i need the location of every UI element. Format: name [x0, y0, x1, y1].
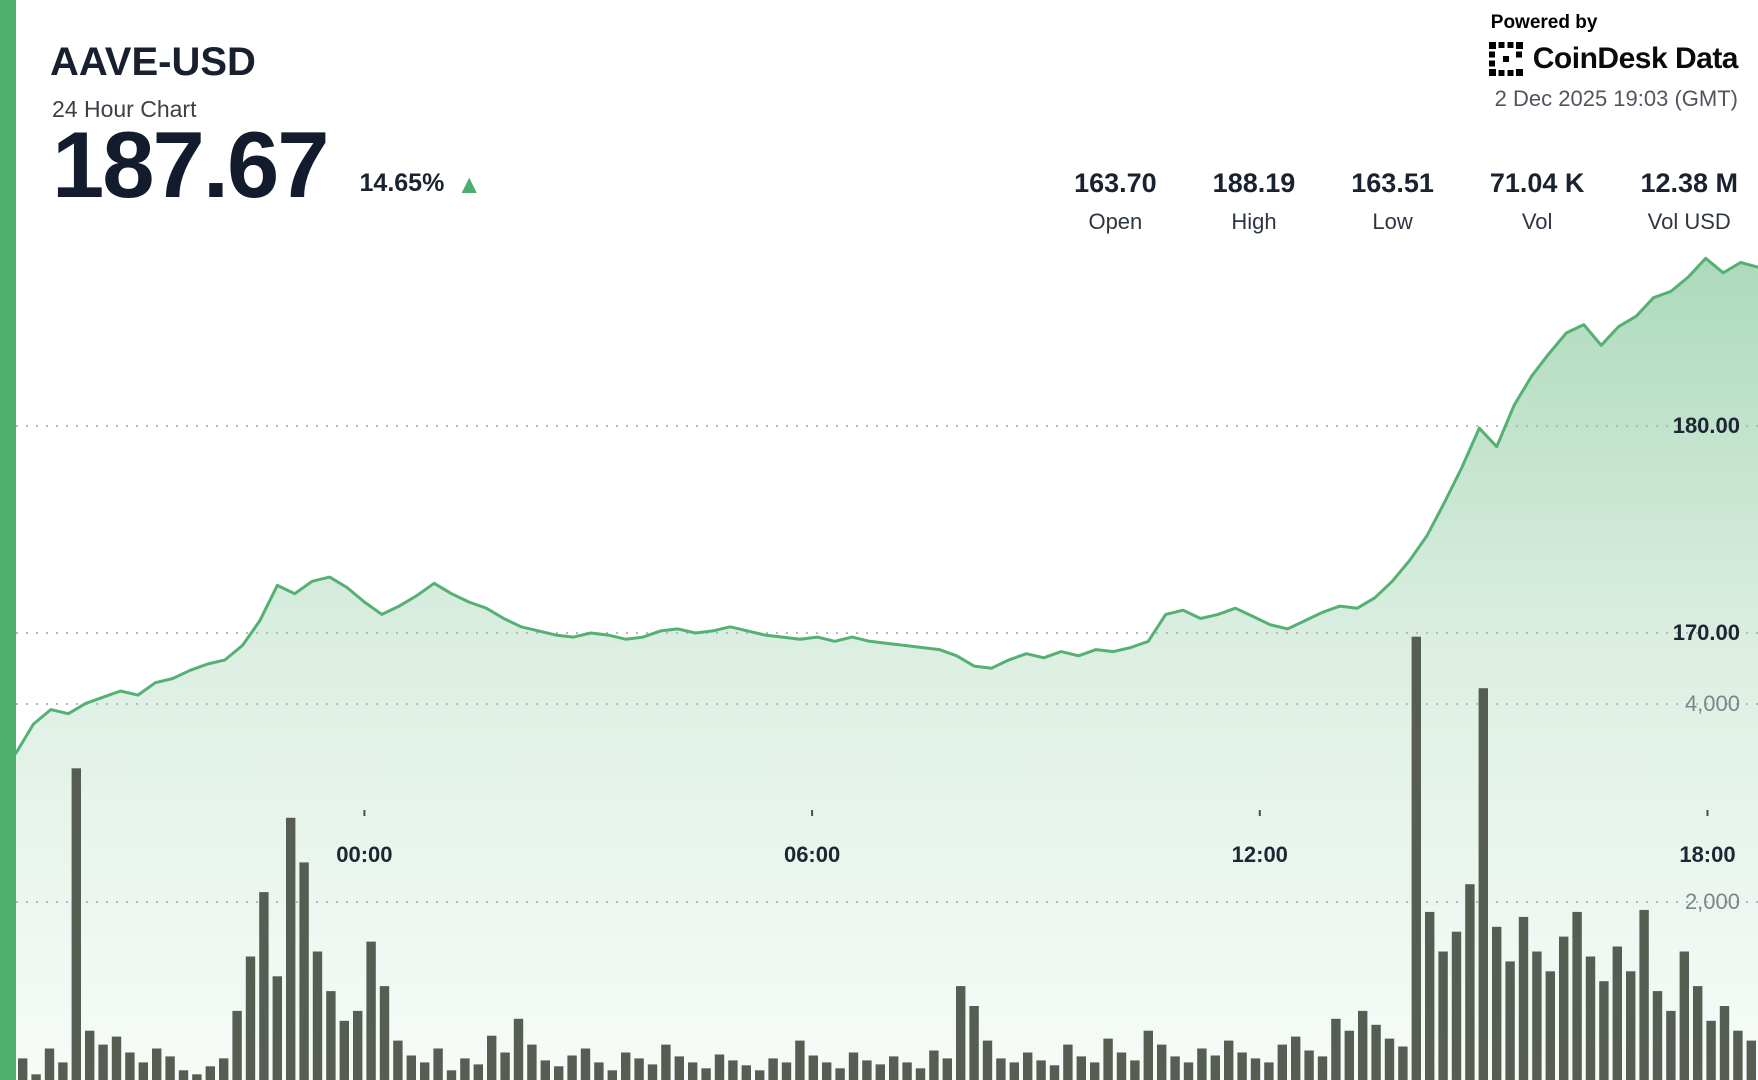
y-axis-label-180: 180.00	[1672, 413, 1740, 438]
stat-vol-usd-label: Vol USD	[1647, 209, 1731, 234]
stat-high: 188.19 High	[1213, 168, 1296, 235]
provider-block: Powered by CoinDesk Data	[1488, 12, 1739, 112]
timestamp: 2 Dec 2025 19:03 (GMT)	[1494, 86, 1738, 111]
change-percent: 14.65%	[359, 169, 445, 197]
stat-vol-usd-value: 12.38 M	[1640, 168, 1738, 198]
stat-vol-usd: 12.38 M Vol USD	[1640, 168, 1738, 235]
chart-subtitle: 24 Hour Chart	[52, 96, 197, 122]
powered-by-label: Powered by	[1490, 12, 1598, 33]
x-axis-label-1800: 18:00	[1679, 842, 1736, 867]
stat-vol-value: 71.04 K	[1489, 168, 1585, 198]
stat-low-value: 163.51	[1351, 168, 1434, 198]
x-axis-label-0000: 00:00	[336, 842, 393, 867]
volume-axis-label-4000: 4,000	[1684, 691, 1740, 716]
stats-row: 163.70 Open 188.19 High 163.51 Low 71.04…	[1074, 168, 1738, 235]
stat-low-label: Low	[1372, 209, 1413, 234]
coindesk-logo: CoinDesk Data	[1488, 42, 1739, 76]
stat-vol: 71.04 K Vol	[1490, 168, 1585, 235]
stat-high-label: High	[1231, 209, 1277, 234]
x-axis-label-1200: 12:00	[1231, 842, 1288, 867]
symbol-title: AAVE-USD	[50, 40, 256, 84]
current-price: 187.67	[52, 112, 330, 217]
volume-axis-label-2000: 2,000	[1684, 889, 1740, 914]
stat-vol-label: Vol	[1521, 209, 1553, 234]
up-triangle-icon: ▲	[456, 169, 483, 199]
stat-open: 163.70 Open	[1074, 168, 1157, 235]
stat-open-value: 163.70	[1074, 168, 1157, 198]
coindesk-logo-icon	[1488, 42, 1523, 76]
x-axis-label-0600: 06:00	[783, 842, 841, 867]
left-accent-bar	[0, 0, 16, 1080]
coindesk-logo-text: CoinDesk Data	[1532, 42, 1739, 75]
price-row: 187.67 14.65% ▲	[52, 118, 482, 212]
stat-high-value: 188.19	[1212, 168, 1296, 198]
stat-open-label: Open	[1088, 209, 1143, 234]
stat-low: 163.51 Low	[1351, 168, 1434, 235]
y-axis-label-170: 170.00	[1672, 620, 1740, 645]
